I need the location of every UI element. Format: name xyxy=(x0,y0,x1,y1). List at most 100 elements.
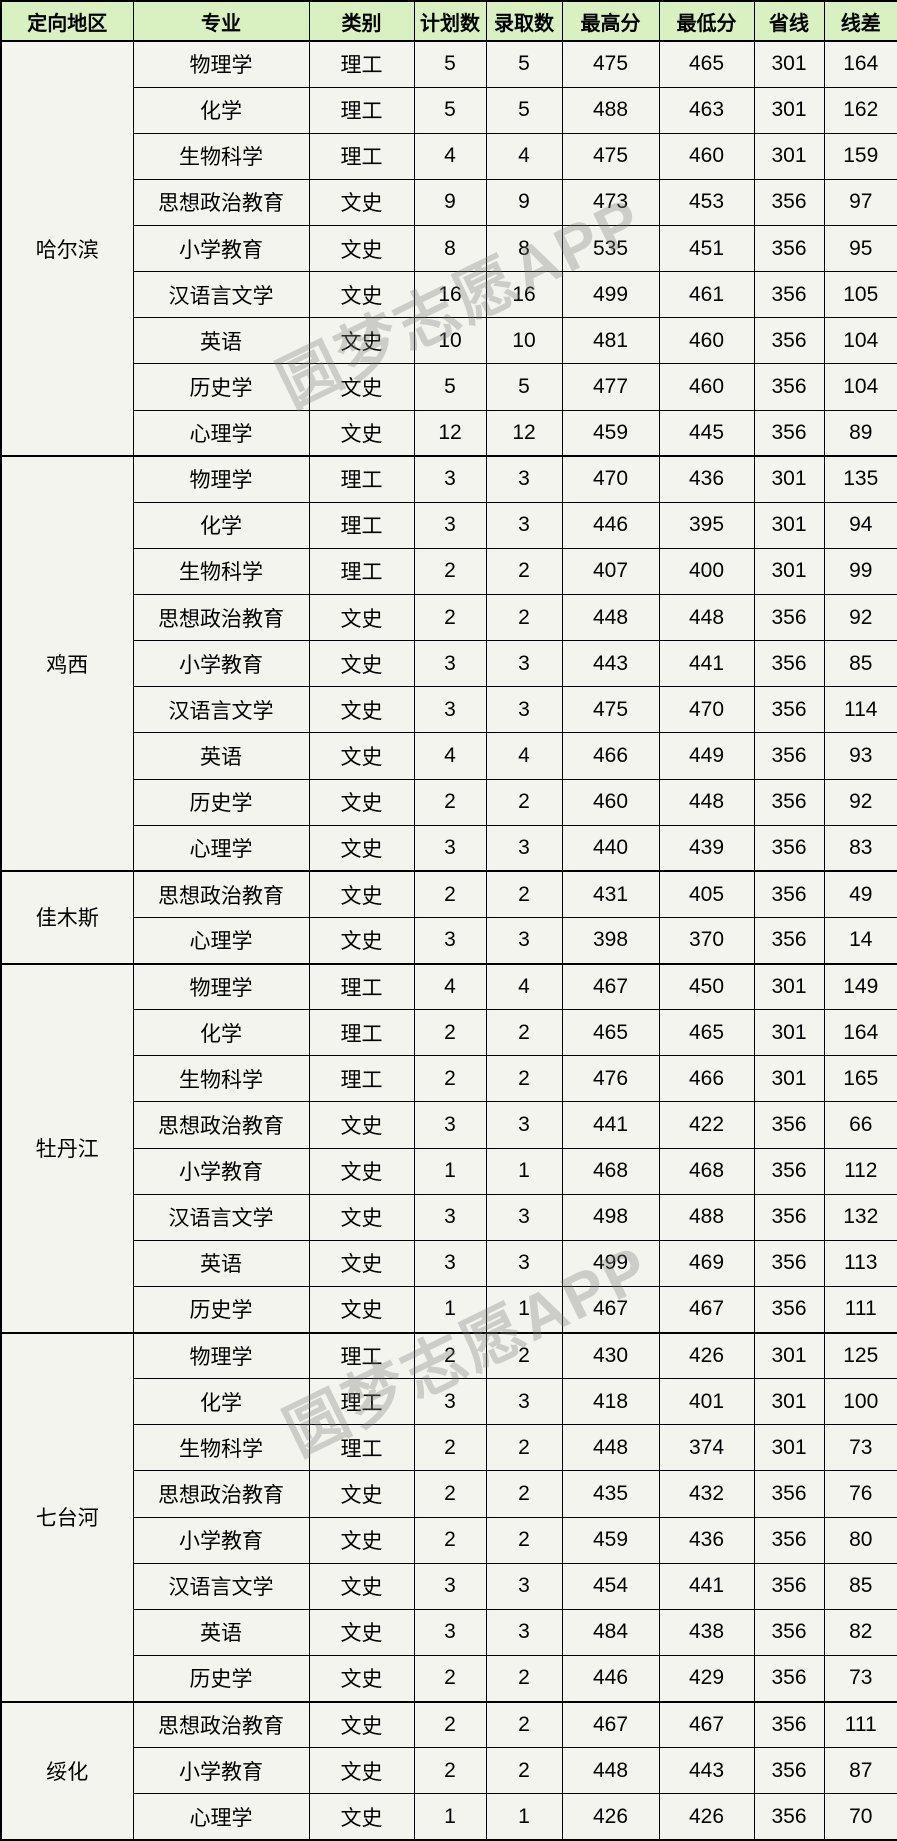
table-cell: 历史学 xyxy=(132,1654,310,1703)
table-cell: 物理学 xyxy=(132,1331,310,1380)
table-cell: 心理学 xyxy=(132,409,310,457)
table-cell: 356 xyxy=(753,1608,825,1656)
table-cell: 89 xyxy=(823,409,897,457)
table-cell: 400 xyxy=(658,547,755,596)
table-cell: 301 xyxy=(753,1009,825,1057)
table-row: 心理学 文史 1 1 426 426 356 70 xyxy=(1,1793,897,1841)
region-cell: 绥化 xyxy=(0,1700,134,1841)
table-cell: 395 xyxy=(658,501,755,549)
table-cell: 468 xyxy=(658,1147,755,1195)
col-header-admit-count: 录取数 xyxy=(485,0,563,42)
table-cell: 85 xyxy=(823,640,897,688)
table-cell: 4 xyxy=(413,732,487,780)
table-cell: 448 xyxy=(561,1424,660,1472)
table-cell: 文史 xyxy=(308,870,415,918)
table-cell: 453 xyxy=(658,178,755,227)
table-cell: 1 xyxy=(485,1147,563,1195)
table-row: 思想政治教育 文史 9 9 473 453 356 97 xyxy=(1,178,897,227)
table-cell: 历史学 xyxy=(132,1285,310,1334)
table-cell: 356 xyxy=(753,686,825,734)
table-cell: 356 xyxy=(753,1239,825,1287)
table-cell: 1 xyxy=(413,1147,487,1195)
table-row: 小学教育 文史 3 3 443 441 356 85 xyxy=(1,640,897,688)
table-cell: 460 xyxy=(658,317,755,365)
table-cell: 441 xyxy=(658,1562,755,1610)
table-cell: 2 xyxy=(413,778,487,826)
table-cell: 70 xyxy=(823,1793,897,1841)
table-cell: 475 xyxy=(561,39,660,88)
table-cell: 3 xyxy=(485,916,563,965)
col-header-major: 专业 xyxy=(132,0,310,42)
table-cell: 49 xyxy=(823,870,897,918)
table-cell: 441 xyxy=(658,640,755,688)
table-cell: 484 xyxy=(561,1608,660,1656)
table-row: 生物科学 理工 2 2 476 466 301 165 xyxy=(1,1055,897,1103)
table-cell: 301 xyxy=(753,1378,825,1426)
table-cell: 431 xyxy=(561,870,660,918)
table-cell: 3 xyxy=(413,1101,487,1149)
table-row: 心理学 文史 3 3 440 439 356 83 xyxy=(1,824,897,872)
table-cell: 301 xyxy=(753,86,825,134)
table-cell: 460 xyxy=(561,778,660,826)
table-cell: 小学教育 xyxy=(132,1516,310,1564)
table-cell: 生物科学 xyxy=(132,1424,310,1472)
table-cell: 429 xyxy=(658,1654,755,1703)
table-cell: 114 xyxy=(823,686,897,734)
table-cell: 文史 xyxy=(308,224,415,273)
table-cell: 小学教育 xyxy=(132,640,310,688)
table-row: 英语 文史 10 10 481 460 356 104 xyxy=(1,317,897,365)
table-cell: 356 xyxy=(753,870,825,918)
table-cell: 3 xyxy=(413,824,487,872)
table-cell: 356 xyxy=(753,640,825,688)
table-row: 心理学 文史 12 12 459 445 356 89 xyxy=(1,409,897,457)
table-cell: 446 xyxy=(561,1654,660,1703)
table-cell: 467 xyxy=(561,962,660,1011)
table-cell: 398 xyxy=(561,916,660,965)
table-row: 小学教育 文史 2 2 459 436 356 80 xyxy=(1,1516,897,1564)
table-row: 小学教育 文史 2 2 448 443 356 87 xyxy=(1,1747,897,1795)
table-cell: 66 xyxy=(823,1101,897,1149)
table-cell: 466 xyxy=(561,732,660,780)
table-cell: 446 xyxy=(561,501,660,549)
table-cell: 467 xyxy=(561,1700,660,1749)
table-cell: 356 xyxy=(753,778,825,826)
table-cell: 448 xyxy=(561,593,660,642)
table-cell: 文史 xyxy=(308,1193,415,1241)
table-row: 化学 理工 2 2 465 465 301 164 xyxy=(1,1009,897,1057)
table-cell: 448 xyxy=(658,778,755,826)
col-header-region: 定向地区 xyxy=(0,0,134,42)
table-cell: 445 xyxy=(658,409,755,457)
table-cell: 467 xyxy=(658,1285,755,1334)
table-cell: 理工 xyxy=(308,132,415,180)
table-cell: 356 xyxy=(753,593,825,642)
table-header: 定向地区 专业 类别 计划数 录取数 最高分 最低分 省线 线差 xyxy=(0,0,897,42)
table-cell: 3 xyxy=(413,501,487,549)
table-row: 小学教育 文史 1 1 468 468 356 112 xyxy=(1,1147,897,1195)
table-cell: 9 xyxy=(413,178,487,227)
table-cell: 443 xyxy=(561,640,660,688)
table-cell: 451 xyxy=(658,224,755,273)
table-cell: 405 xyxy=(658,870,755,918)
table-cell: 356 xyxy=(753,178,825,227)
table-cell: 459 xyxy=(561,409,660,457)
table-row: 历史学 文史 1 1 467 467 356 111 xyxy=(1,1285,897,1334)
table-cell: 2 xyxy=(413,1470,487,1518)
table-cell: 2 xyxy=(413,1424,487,1472)
table-cell: 3 xyxy=(485,1562,563,1610)
region-cell: 七台河 xyxy=(0,1331,134,1702)
table-cell: 356 xyxy=(753,732,825,780)
table-cell: 97 xyxy=(823,178,897,227)
table-cell: 2 xyxy=(413,870,487,918)
table-cell: 2 xyxy=(413,1055,487,1103)
table-row: 生物科学 理工 4 4 475 460 301 159 xyxy=(1,132,897,180)
table-cell: 文史 xyxy=(308,178,415,227)
table-cell: 8 xyxy=(413,224,487,273)
table-cell: 5 xyxy=(413,39,487,88)
table-cell: 498 xyxy=(561,1193,660,1241)
table-cell: 理工 xyxy=(308,1331,415,1380)
table-row: 汉语言文学 文史 16 16 499 461 356 105 xyxy=(1,271,897,319)
table-cell: 356 xyxy=(753,1562,825,1610)
table-cell: 164 xyxy=(823,1009,897,1057)
table-cell: 2 xyxy=(485,547,563,596)
table-cell: 418 xyxy=(561,1378,660,1426)
